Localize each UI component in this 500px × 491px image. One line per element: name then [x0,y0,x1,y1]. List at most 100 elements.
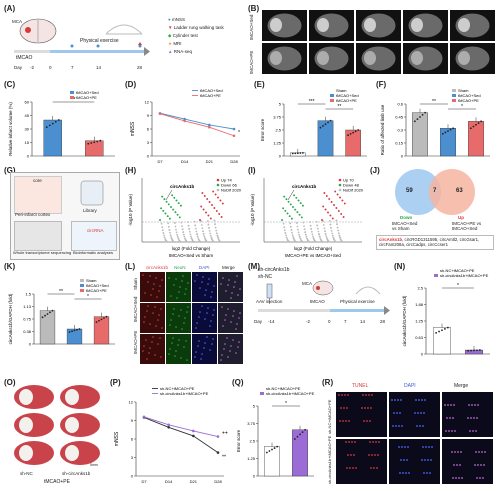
legend-label: NoDif 2020 [343,188,364,193]
y-axis-label: circAnks1b/GAPDH (fold) [8,293,13,344]
cell-dot [352,467,354,469]
cell-dot [477,464,479,466]
point-down [159,219,161,221]
data-point [304,428,307,431]
cell-dot [363,420,365,422]
cell-dot [232,339,234,341]
cell-dot [149,275,151,277]
tunel-tile [336,392,387,437]
cell-dot [153,283,155,285]
point-down [163,198,166,201]
legend-label: tMCAO+PE [458,98,479,103]
point-down [300,216,303,219]
infarct-area [19,389,33,405]
data-point [446,326,449,329]
y-tick-label: 15 [25,140,30,145]
point-nodif [311,233,314,236]
point-down [180,204,182,207]
point-nodif [188,228,191,230]
data-point [294,152,297,155]
point-nodif [291,231,293,234]
r-micrograph-grid [336,392,493,484]
cell-dot [483,464,485,466]
point-nodif [339,238,342,241]
cell-dot [468,404,470,406]
panel-label-e: (E) [254,80,265,89]
cell-dot [399,412,401,414]
y-axis-label: -log10 (P Value) [128,193,133,226]
panel-label-i: (I) [248,166,256,175]
point-nodif [187,221,189,224]
point-nodif [214,226,217,229]
bar [43,119,62,157]
point-down [285,198,288,201]
mri-lesion [317,51,329,65]
point-up [339,196,341,199]
point-down [291,217,293,220]
point-down [284,210,287,212]
cell-dot [471,404,473,406]
bar [440,128,456,157]
cell-dot [149,323,151,325]
sig-label: ++ [222,431,228,437]
cell-dot [355,467,357,469]
data-point [51,309,54,312]
cell-dot [210,320,212,322]
panel-label-m: (M) [248,262,260,271]
cell-dot [197,345,199,347]
cell-dot [150,294,152,296]
cell-dot [237,346,239,348]
cell-dot [204,342,206,344]
point-nodif [167,222,170,225]
point-up [200,205,203,208]
point-nodif [298,233,301,236]
o-scale: 5mm [90,463,98,467]
point-nodif [322,220,325,223]
legend-swatch [70,91,74,94]
point-nodif [202,230,204,233]
legend-label: Down 66 [221,183,238,188]
chart-c: 0 15 30 45 60 Relative infarct volume (%) **tM… [8,90,115,159]
y-tick-label: 3 [147,140,150,145]
point-nodif [283,229,286,232]
y-tick-label: 0 [421,352,424,357]
cell-dot [340,407,342,409]
cell-dot [198,340,200,342]
point-up [212,190,215,193]
point-nodif [309,221,311,224]
m-sh2: sh-NC [258,274,273,280]
point-nodif [163,234,165,237]
legend-label: tMCAO+PE [76,95,97,100]
data-point [46,313,49,315]
series-point [216,451,220,454]
tunel-tile [442,439,493,484]
cell-dot [232,315,234,317]
cell-dot [428,446,430,448]
point-nodif [184,237,186,240]
y-tick-label: 12 [145,100,150,105]
panel-label-c: (C) [4,80,16,89]
y-tick-label: 5 [253,404,256,409]
cell-dot [378,441,380,443]
mri-lesion [458,51,470,65]
data-point [444,328,446,330]
cell-dot [375,441,377,443]
point-up [209,217,212,220]
data-point [90,142,93,144]
cell-dot [400,459,402,461]
y-tick-label: 0.3 [397,128,403,133]
cell-dot [194,280,196,282]
sig-label: * [461,104,463,110]
micrograph-tile [166,272,191,302]
y-tick-label: 9 [147,113,150,118]
panel-r: TUNEL DAPI Merge sh-NC+tMCAO+PE sh-circA… [326,383,498,488]
cell-dot [391,399,393,401]
cell-dot [158,314,160,316]
cell-dot [154,306,156,308]
y-tick-label: 1.13 [23,304,32,309]
cell-dot [424,459,426,461]
point-up [342,216,345,218]
cell-dot [454,451,456,453]
point-nodif [178,240,181,242]
cell-dot [353,454,355,456]
